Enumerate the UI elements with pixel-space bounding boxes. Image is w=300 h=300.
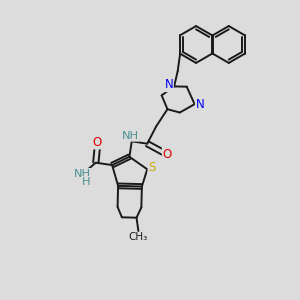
Text: S: S — [148, 161, 156, 174]
Text: N: N — [164, 78, 173, 92]
Text: O: O — [93, 136, 102, 149]
Text: NH: NH — [122, 131, 139, 141]
Text: N: N — [196, 98, 204, 111]
Text: H: H — [82, 177, 90, 187]
Text: NH: NH — [74, 169, 91, 179]
Text: O: O — [163, 148, 172, 160]
Text: CH₃: CH₃ — [129, 232, 148, 242]
